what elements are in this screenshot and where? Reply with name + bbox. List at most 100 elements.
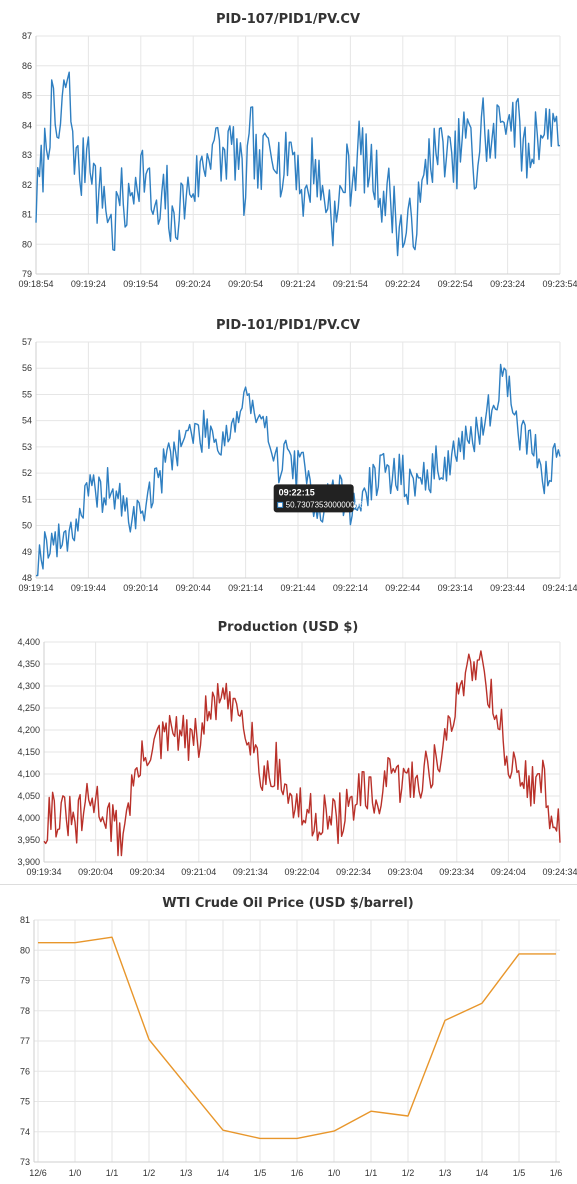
x-tick-label: 09:20:54 (228, 279, 263, 289)
x-tick-label: 09:21:34 (233, 867, 268, 877)
x-tick-label: 09:21:14 (228, 583, 263, 593)
x-tick-label: 09:24:04 (491, 867, 526, 877)
x-tick-label: 09:21:54 (333, 279, 368, 289)
y-tick-label: 4,000 (17, 813, 40, 823)
x-tick-label: 09:20:34 (130, 867, 165, 877)
y-tick-label: 53 (22, 442, 32, 452)
x-tick-label: 09:22:44 (385, 583, 420, 593)
tooltip-box (273, 484, 354, 513)
x-tick-label: 09:19:44 (71, 583, 106, 593)
y-tick-label: 4,400 (17, 637, 40, 647)
y-tick-label: 84 (22, 120, 32, 130)
y-tick-label: 75 (20, 1097, 30, 1107)
x-tick-label: 09:21:04 (181, 867, 216, 877)
y-tick-label: 4,250 (17, 703, 40, 713)
x-tick-label: 09:23:44 (490, 583, 525, 593)
y-tick-label: 4,050 (17, 791, 40, 801)
plot-area: 73 74 75 76 77 78 79 80 81 12/6 1/0 1/1 1/2 1/3 1/4 1/5… (20, 915, 562, 1178)
x-tick-label: 1/4 (217, 1168, 230, 1178)
y-tick-label: 49 (22, 547, 32, 557)
x-tick-label: 09:23:34 (439, 867, 474, 877)
x-tick-label: 09:19:24 (71, 279, 106, 289)
plot-area: 79 80 81 82 83 84 85 86 87 09:18:54 09:19:24 09:19:… (18, 31, 577, 289)
x-tick-label: 09:22:54 (438, 279, 473, 289)
y-tick-label: 83 (22, 150, 32, 160)
y-tick-label: 77 (20, 1036, 30, 1046)
x-tick-label: 1/4 (476, 1168, 489, 1178)
pid-107-chart[interactable]: PID-107/PID1/PV.CV 79 80 81 82 83 84 85 86 87 09:… (0, 0, 577, 300)
x-tick-label: 12/6 (29, 1168, 47, 1178)
x-tick-label: 09:21:24 (280, 279, 315, 289)
plot-area: 3,900 3,950 4,000 4,050 4,100 4,150 4,200 4,250… (17, 637, 577, 877)
chart-title: PID-107/PID1/PV.CV (216, 12, 360, 27)
x-tick-label: 09:19:54 (123, 279, 158, 289)
x-tick-label: 1/3 (180, 1168, 193, 1178)
x-tick-label: 09:19:14 (18, 583, 53, 593)
chart-title: PID-101/PID1/PV.CV (216, 318, 360, 333)
series-line[interactable] (38, 936, 556, 1140)
chart-title: WTI Crude Oil Price (USD $/barrel) (162, 896, 413, 911)
y-tick-label: 73 (20, 1157, 30, 1167)
y-tick-label: 50 (22, 521, 32, 531)
y-tick-label: 87 (22, 31, 32, 41)
x-tick-label: 1/0 (328, 1168, 341, 1178)
x-tick-label: 09:20:04 (78, 867, 113, 877)
series-line[interactable] (43, 650, 561, 857)
tooltip-swatch (277, 501, 284, 508)
x-tick-label: 09:23:54 (542, 279, 577, 289)
y-tick-label: 85 (22, 91, 32, 101)
y-tick-label: 76 (20, 1066, 30, 1076)
x-tick-label: 09:18:54 (18, 279, 53, 289)
y-tick-label: 52 (22, 468, 32, 478)
production-chart[interactable]: Production (USD $) 3,900 3,950 4,000 4,050 4… (0, 608, 577, 884)
y-tick-label: 56 (22, 363, 32, 373)
y-tick-label: 4,350 (17, 659, 40, 669)
x-tick-label: 09:22:14 (333, 583, 368, 593)
x-tick-label: 09:23:24 (490, 279, 525, 289)
wti-crude-oil-chart[interactable]: WTI Crude Oil Price (USD $/barrel) 73747… (0, 884, 577, 1184)
plot-area: 48 49 50 51 52 53 54 55 56 57 09:19:14 09:19:44 09:2… (18, 337, 577, 593)
y-tick-label: 78 (20, 1006, 30, 1016)
tooltip: 09:22:15 50.730735300000006 (273, 484, 364, 513)
tooltip-time: 09:22:15 (279, 487, 315, 497)
x-tick-label: 09:21:44 (280, 583, 315, 593)
y-tick-label: 48 (22, 573, 32, 583)
y-tick-label: 51 (22, 494, 32, 504)
y-tick-label: 74 (20, 1127, 30, 1137)
x-tick-label: 1/5 (254, 1168, 267, 1178)
x-tick-label: 09:24:14 (542, 583, 577, 593)
y-tick-label: 79 (20, 976, 30, 986)
y-tick-label: 4,300 (17, 681, 40, 691)
y-tick-label: 55 (22, 389, 32, 399)
x-tick-label: 1/2 (402, 1168, 415, 1178)
x-tick-label: 09:24:34 (542, 867, 577, 877)
tooltip-value: 50.730735300000006 (286, 500, 364, 509)
chart-title: Production (USD $) (218, 620, 359, 635)
y-tick-label: 4,150 (17, 747, 40, 757)
series-line[interactable] (35, 71, 561, 257)
y-tick-label: 3,900 (17, 857, 40, 867)
y-tick-label: 81 (20, 915, 30, 925)
x-tick-label: 09:22:04 (284, 867, 319, 877)
pid-101-chart[interactable]: PID-101/PID1/PV.CV 48 49 50 51 52 53 54 55 56 57 0… (0, 306, 577, 602)
x-tick-label: 1/6 (291, 1168, 304, 1178)
x-tick-label: 09:20:44 (176, 583, 211, 593)
x-tick-label: 09:19:34 (26, 867, 61, 877)
series-line[interactable] (36, 363, 561, 577)
y-tick-label: 80 (20, 945, 30, 955)
x-tick-label: 09:23:04 (388, 867, 423, 877)
x-tick-label: 1/2 (143, 1168, 156, 1178)
y-tick-label: 80 (22, 239, 32, 249)
x-tick-label: 1/3 (439, 1168, 452, 1178)
x-tick-label: 09:22:34 (336, 867, 371, 877)
x-tick-label: 1/0 (69, 1168, 82, 1178)
y-tick-label: 3,950 (17, 835, 40, 845)
y-tick-label: 82 (22, 180, 32, 190)
x-tick-label: 09:23:14 (438, 583, 473, 593)
x-tick-label: 09:20:24 (176, 279, 211, 289)
y-tick-label: 54 (22, 416, 32, 426)
x-tick-label: 1/6 (550, 1168, 563, 1178)
y-tick-label: 81 (22, 210, 32, 220)
x-tick-label: 1/1 (365, 1168, 378, 1178)
